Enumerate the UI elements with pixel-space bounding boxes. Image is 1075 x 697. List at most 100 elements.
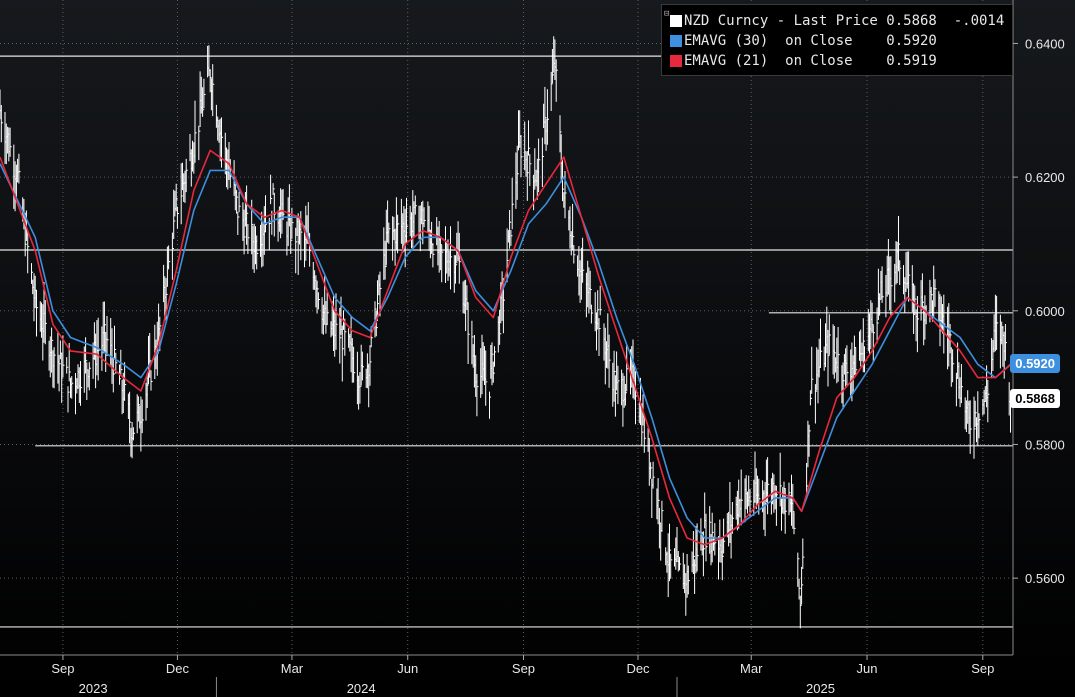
price-bar bbox=[872, 325, 875, 362]
price-bar bbox=[202, 87, 205, 117]
price-bar bbox=[489, 391, 492, 419]
price-bar bbox=[439, 236, 442, 271]
x-tick-label: Dec bbox=[626, 661, 650, 676]
price-bar bbox=[833, 326, 836, 379]
price-bar bbox=[27, 230, 30, 274]
price-bar bbox=[344, 318, 347, 356]
price-bar bbox=[237, 211, 240, 235]
price-bar bbox=[921, 273, 924, 310]
price-bar bbox=[709, 506, 712, 554]
price-bar bbox=[61, 352, 64, 403]
legend-swatch-last-price bbox=[670, 15, 682, 27]
price-bar bbox=[871, 302, 874, 333]
price-bar bbox=[974, 400, 977, 427]
price-bar bbox=[898, 216, 901, 272]
price-bar bbox=[641, 403, 644, 447]
price-bar bbox=[808, 424, 811, 457]
price-bar bbox=[890, 256, 893, 316]
price-bar bbox=[799, 595, 802, 629]
price-bar bbox=[384, 240, 387, 280]
price-bar bbox=[820, 318, 823, 368]
price-bar bbox=[455, 255, 458, 284]
price-bar bbox=[441, 245, 444, 283]
legend-row-ema21[interactable]: EMAVG (21) on Close 0.5919 bbox=[684, 53, 937, 69]
price-bar bbox=[67, 386, 70, 413]
price-bar bbox=[71, 376, 74, 399]
price-bar bbox=[809, 390, 812, 406]
price-bar bbox=[573, 245, 576, 264]
price-bar bbox=[194, 100, 197, 163]
price-bar bbox=[520, 135, 523, 178]
price-bar bbox=[692, 531, 695, 574]
price-bar bbox=[589, 270, 592, 310]
price-bar bbox=[846, 345, 849, 385]
price-bar bbox=[758, 478, 761, 515]
price-bar bbox=[300, 211, 303, 261]
price-bar bbox=[914, 285, 917, 314]
price-bar bbox=[377, 280, 380, 321]
price-bar bbox=[0, 105, 3, 143]
price-bar bbox=[617, 365, 620, 405]
x-tick-label: Sep bbox=[51, 661, 74, 676]
price-bar bbox=[180, 163, 183, 225]
price-bar bbox=[943, 294, 946, 354]
price-bar bbox=[209, 69, 212, 93]
price-bar bbox=[802, 538, 805, 569]
price-bar bbox=[598, 318, 601, 356]
x-tick-label: Mar bbox=[281, 661, 304, 676]
price-bar bbox=[238, 191, 241, 213]
price-bars bbox=[0, 36, 1013, 629]
legend-collapse-icon[interactable]: ⊟ bbox=[664, 9, 670, 19]
price-bar bbox=[124, 362, 127, 401]
price-bar bbox=[494, 346, 497, 367]
price-bar bbox=[62, 335, 65, 377]
price-bar bbox=[559, 115, 562, 153]
price-bar bbox=[801, 566, 804, 605]
price-bar bbox=[203, 78, 206, 109]
price-bar bbox=[88, 362, 91, 391]
price-bar bbox=[51, 327, 54, 373]
price-bar bbox=[661, 500, 664, 532]
price-bar bbox=[908, 251, 911, 302]
price-bar bbox=[316, 280, 319, 314]
price-bar bbox=[590, 304, 593, 324]
price-bar bbox=[837, 327, 840, 382]
price-bar bbox=[272, 183, 275, 195]
price-bar bbox=[524, 121, 527, 171]
price-bar bbox=[827, 329, 830, 387]
price-bar bbox=[934, 279, 937, 307]
price-bar bbox=[31, 263, 34, 284]
price-bar bbox=[657, 478, 660, 525]
price-bar bbox=[36, 289, 39, 337]
price-bar bbox=[114, 325, 117, 360]
price-bar bbox=[613, 350, 616, 402]
price-bar bbox=[798, 578, 801, 600]
x-tick-label: Mar bbox=[740, 661, 763, 676]
price-bar bbox=[608, 334, 611, 388]
price-bar bbox=[173, 189, 176, 239]
price-bar bbox=[58, 354, 61, 392]
price-bar bbox=[643, 416, 646, 453]
price-bar bbox=[516, 145, 519, 200]
price-bar bbox=[295, 227, 298, 274]
price-bar bbox=[137, 396, 140, 422]
price-bar bbox=[198, 125, 201, 161]
price-bar bbox=[529, 154, 532, 186]
price-bar bbox=[506, 228, 509, 283]
price-bar bbox=[1004, 324, 1007, 361]
price-bar bbox=[175, 183, 178, 212]
legend-swatch-ema30 bbox=[670, 35, 682, 47]
price-bar bbox=[467, 303, 470, 364]
legend-row-last-price[interactable]: NZD Curncy - Last Price 0.5868 -.0014 bbox=[684, 13, 1005, 29]
price-bar bbox=[265, 195, 268, 233]
price-bar bbox=[168, 245, 171, 270]
price-bar bbox=[740, 469, 743, 526]
legend-row-ema30[interactable]: EMAVG (30) on Close 0.5920 bbox=[684, 33, 937, 49]
price-bar bbox=[669, 523, 672, 582]
price-bar bbox=[388, 222, 391, 244]
price-bar bbox=[375, 310, 378, 337]
x-year-label: 2023 bbox=[79, 681, 108, 696]
price-bar bbox=[635, 371, 638, 425]
price-bar bbox=[9, 127, 12, 157]
